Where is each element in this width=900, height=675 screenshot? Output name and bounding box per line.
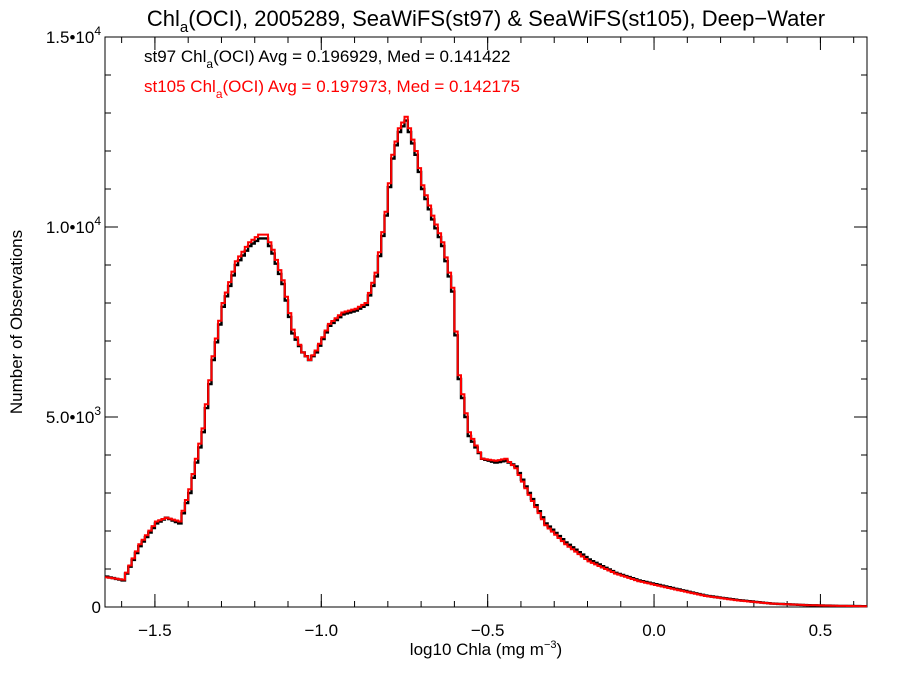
axis-ticks <box>105 36 867 608</box>
plot-area <box>104 36 868 608</box>
x-tick-labels: −1.5 −1.0 −0.5 0.0 0.5 <box>138 621 832 640</box>
y-tick-label: 1.5•104 <box>46 24 102 47</box>
legend-st105: st105 Chla(OCI) Avg = 0.197973, Med = 0.… <box>144 77 520 101</box>
series-line-st97 <box>105 119 867 608</box>
x-tick-label: −1.0 <box>305 621 339 640</box>
x-tick-label: −0.5 <box>471 621 505 640</box>
x-tick-label: 0.5 <box>809 621 833 640</box>
series-layer <box>105 115 867 608</box>
y-tick-label: 1.0•104 <box>46 214 102 237</box>
chart-title: Chla(OCI), 2005289, SeaWiFS(st97) & SeaW… <box>147 6 825 36</box>
x-axis-label: log10 Chla (mg m−3) <box>410 639 562 659</box>
y-axis-label: Number of Observations <box>7 230 26 414</box>
series-line-st105 <box>105 115 867 608</box>
y-tick-label: 5.0•103 <box>46 404 102 427</box>
plot-border <box>104 36 868 608</box>
x-tick-label: 0.0 <box>642 621 666 640</box>
x-tick-label: −1.5 <box>138 621 172 640</box>
legend: st97 Chla(OCI) Avg = 0.196929, Med = 0.1… <box>144 47 520 101</box>
y-tick-labels: 0 5.0•103 1.0•104 1.5•104 <box>46 24 102 617</box>
legend-st97: st97 Chla(OCI) Avg = 0.196929, Med = 0.1… <box>144 47 510 71</box>
y-tick-label: 0 <box>92 598 101 617</box>
